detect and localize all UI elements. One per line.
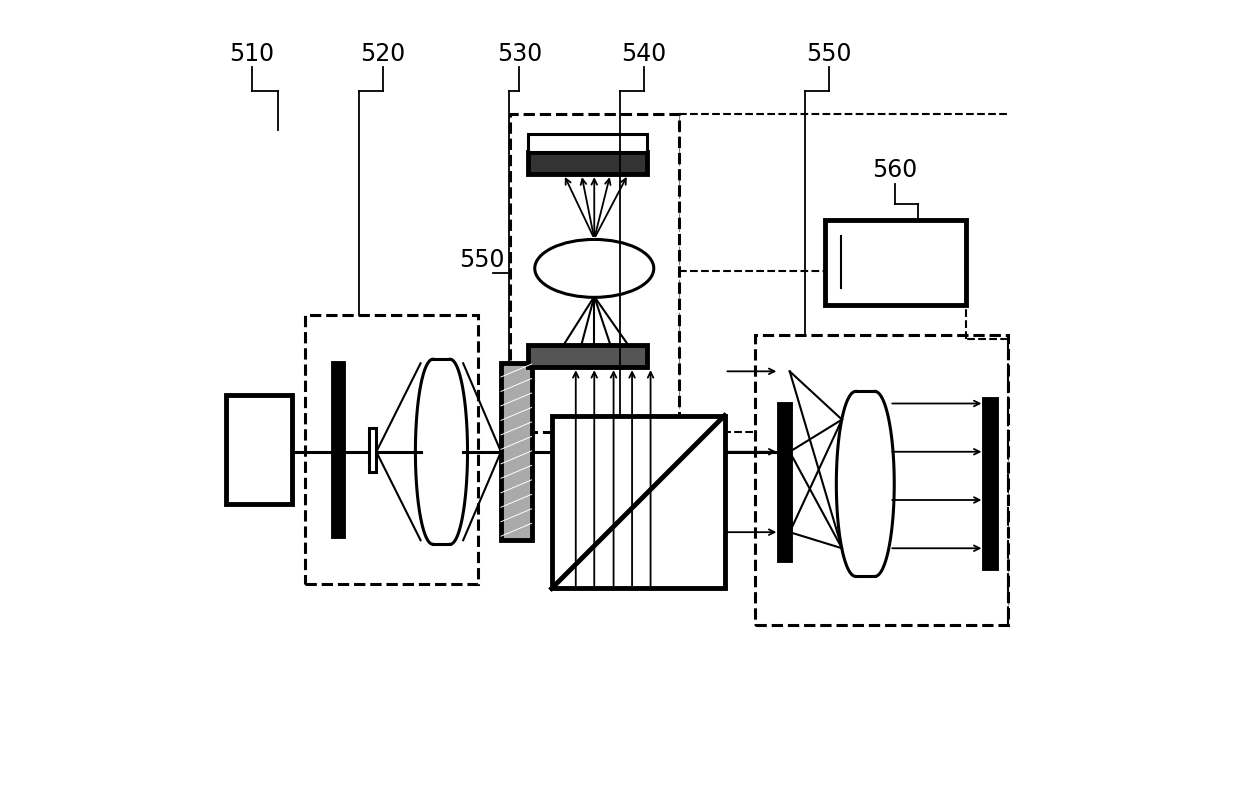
- Text: 540: 540: [621, 42, 667, 65]
- Bar: [527, 345, 646, 367]
- Bar: [527, 134, 646, 152]
- Bar: [985, 399, 996, 568]
- Ellipse shape: [534, 240, 653, 297]
- Text: 550: 550: [806, 42, 852, 65]
- Bar: [552, 416, 724, 588]
- Bar: [226, 395, 291, 504]
- Bar: [332, 363, 342, 536]
- Bar: [370, 428, 376, 472]
- Bar: [755, 335, 1008, 625]
- Bar: [527, 152, 646, 174]
- Bar: [305, 315, 477, 584]
- Text: 510: 510: [229, 42, 274, 65]
- Bar: [510, 114, 678, 432]
- Text: 550: 550: [459, 249, 505, 272]
- Text: 530: 530: [497, 42, 542, 65]
- Text: 520: 520: [360, 42, 405, 65]
- Bar: [779, 404, 790, 560]
- Text: 560: 560: [873, 158, 918, 182]
- Bar: [825, 220, 966, 304]
- Bar: [501, 363, 532, 540]
